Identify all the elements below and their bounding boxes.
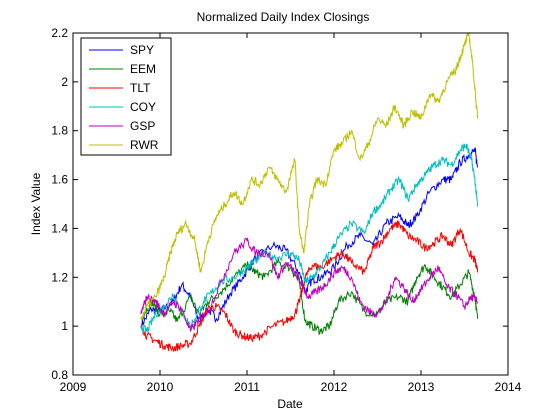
legend-label-rwr: RWR [130, 138, 159, 152]
legend-label-tlt: TLT [130, 81, 151, 95]
legend-label-coy: COY [130, 100, 156, 114]
y-tick-label: 1.2 [51, 270, 68, 284]
y-axis-title: Index Value [29, 172, 43, 235]
y-tick-label: 1.4 [51, 221, 68, 235]
legend-label-gsp: GSP [130, 119, 155, 133]
y-tick-label: 2.2 [51, 26, 68, 40]
x-tick-label: 2011 [234, 380, 260, 394]
series-line-tlt [140, 220, 479, 352]
legend-box [80, 37, 172, 156]
y-tick-label: 0.8 [51, 368, 68, 382]
legend: SPY EEM TLT COY GSP RWR [80, 37, 172, 156]
chart-title: Normalized Daily Index Closings [197, 10, 370, 24]
series-line-spy [140, 147, 479, 330]
x-tick-label: 2013 [408, 380, 435, 394]
series-line-rwr [140, 33, 479, 321]
x-tick-label: 2010 [147, 380, 174, 394]
y-tick-label: 2 [61, 75, 68, 89]
y-tick-label: 1.8 [51, 124, 68, 138]
y-tick-label: 1.6 [51, 173, 68, 187]
x-axis-title: Date [277, 397, 303, 411]
series-line-gsp [140, 237, 479, 333]
x-tick-label: 2009 [60, 380, 87, 394]
x-tick-label: 2012 [321, 380, 348, 394]
x-tick-label: 2014 [495, 380, 522, 394]
y-tick-label: 1 [61, 319, 68, 333]
legend-label-eem: EEM [130, 62, 156, 76]
legend-label-spy: SPY [130, 43, 154, 57]
plot-frame [72, 32, 509, 376]
series-line-coy [140, 143, 479, 335]
